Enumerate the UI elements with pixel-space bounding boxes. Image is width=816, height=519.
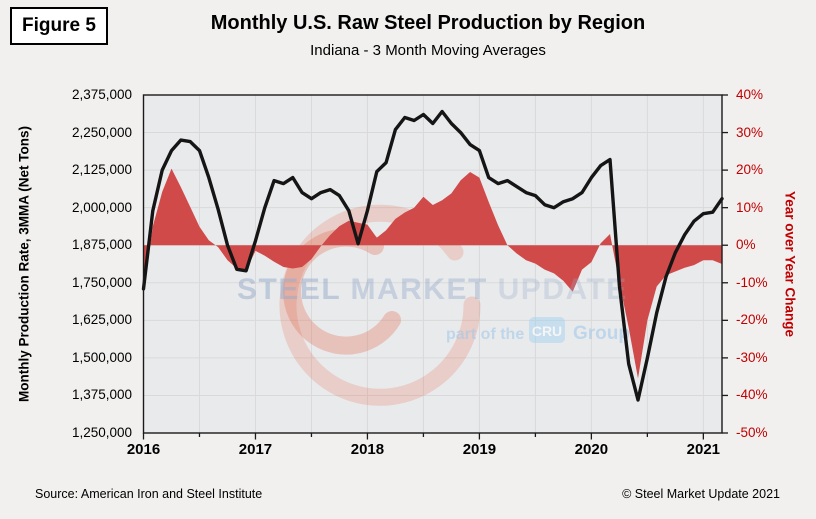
chart-title: Monthly U.S. Raw Steel Production by Reg… [210, 12, 646, 34]
x-axis-tick-label: 2016 [126, 441, 161, 458]
figure-badge: Figure 5 [10, 7, 108, 45]
right-axis-tick-label: -10% [736, 274, 768, 290]
left-axis-tick-label: 2,250,000 [71, 124, 132, 140]
watermark-tagline-suffix: Group [573, 323, 630, 344]
right-axis-tick-label: -50% [736, 425, 768, 440]
left-axis-tick-label: 1,750,000 [71, 274, 132, 290]
x-axis-tick-label: 2021 [686, 441, 721, 458]
watermark-tagline-prefix: part of the [446, 326, 524, 343]
watermark-text: STEEL MARKET UPDATE [237, 273, 628, 306]
left-axis-tick-label: 1,500,000 [71, 349, 132, 365]
left-axis-tick-label: 1,250,000 [71, 425, 132, 440]
x-axis-tick-label: 2018 [350, 441, 385, 458]
right-axis-tick-label: 30% [736, 124, 764, 140]
copyright-note: © Steel Market Update 2021 [622, 487, 780, 501]
left-axis-tick-label: 1,375,000 [71, 387, 132, 403]
right-axis-tick-label: -30% [736, 349, 768, 365]
left-axis-tick-label: 1,625,000 [71, 312, 132, 328]
watermark: STEEL MARKET UPDATE part of the CRU Group [237, 273, 630, 344]
left-axis-tick-label: 1,875,000 [71, 237, 132, 253]
source-note: Source: American Iron and Steel Institut… [35, 487, 263, 501]
right-axis-tick-label: 10% [736, 199, 764, 215]
left-axis-title: Monthly Production Rate, 3MMA (Net Tons) [16, 126, 32, 402]
yoy-change-area-series [143, 168, 722, 379]
x-axis-tick-label: 2020 [574, 441, 609, 458]
right-axis-tick-label: 40% [736, 87, 764, 102]
left-axis-tick-label: 2,000,000 [71, 199, 132, 215]
production-line-series [141, 109, 724, 402]
right-axis-tick-label: -40% [736, 387, 768, 403]
cru-badge-label: CRU [532, 323, 562, 339]
figure-badge-label: Figure 5 [22, 15, 96, 36]
x-axis-tick-label: 2017 [238, 441, 273, 458]
left-axis-tick-label: 2,375,000 [71, 87, 132, 102]
x-axis-tick-label: 2019 [462, 441, 497, 458]
cru-badge [529, 317, 565, 343]
plot-border [142, 94, 723, 434]
right-axis-tick-label: 0% [736, 237, 756, 253]
right-axis-tick-label: -20% [736, 312, 768, 328]
chart-subtitle: Indiana - 3 Month Moving Averages [310, 42, 546, 59]
right-axis-tick-label: 20% [736, 162, 764, 178]
left-axis-tick-label: 2,125,000 [71, 162, 132, 178]
watermark-coil-outer-arc [279, 204, 481, 406]
